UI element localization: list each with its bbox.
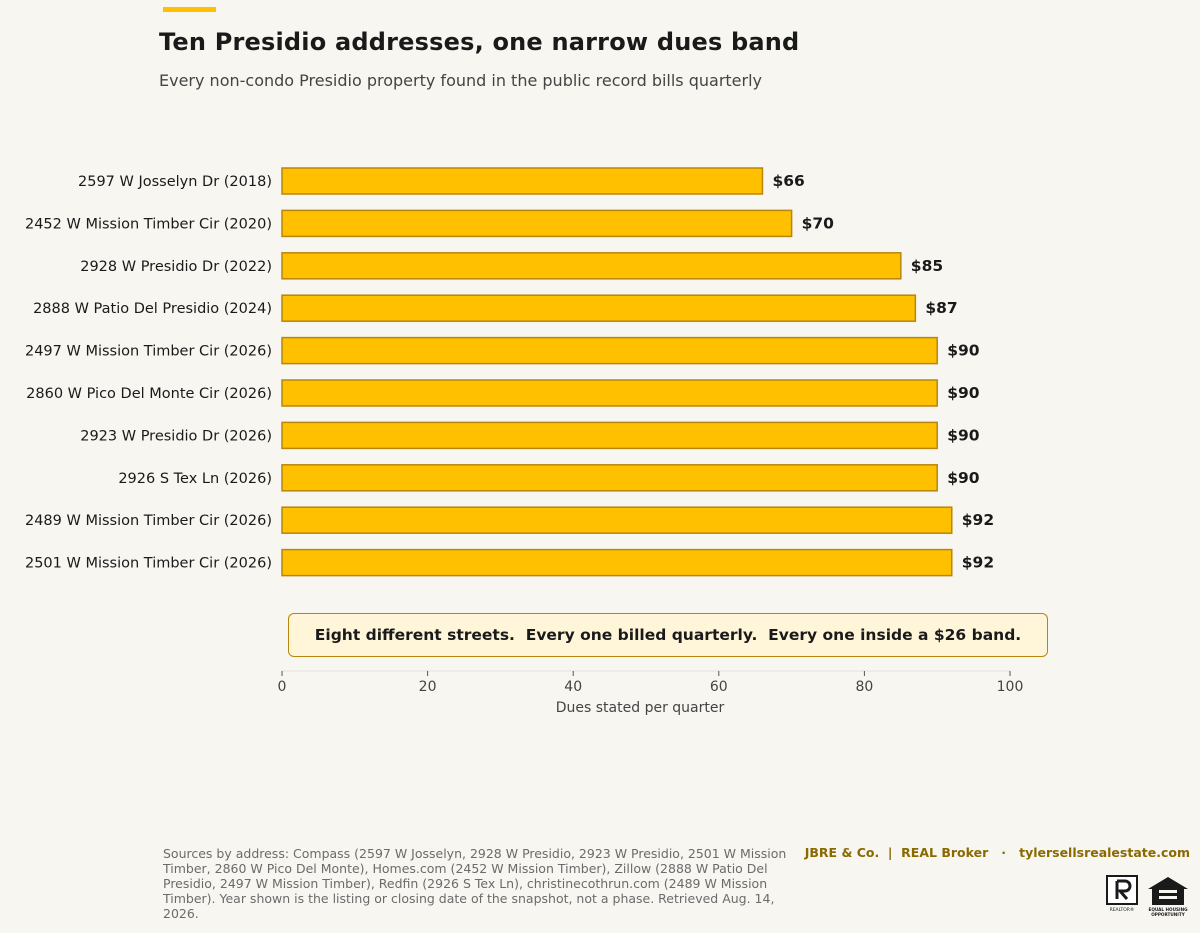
category-label: 2928 W Presidio Dr (2022) (80, 259, 272, 275)
data-label: $90 (947, 469, 980, 487)
chart-annotation: Eight different streets. Every one bille… (288, 613, 1048, 657)
x-axis-label: Dues stated per quarter (556, 700, 725, 716)
bar (281, 548, 953, 577)
logo-group: REALTOR® EQUAL HOUSING OPPORTUNITY (1106, 875, 1190, 917)
bar (281, 336, 938, 365)
category-label: 2452 W Mission Timber Cir (2020) (25, 216, 272, 232)
x-tick-label: 100 (997, 679, 1024, 695)
bar (281, 464, 938, 492)
category-label: 2489 W Mission Timber Cir (2026) (25, 513, 272, 529)
bar (281, 209, 793, 238)
realtor-r-icon: REALTOR® (1106, 875, 1138, 913)
realtor-logo-text: REALTOR® (1110, 906, 1135, 913)
x-tick-label: 0 (278, 679, 287, 695)
data-label: $92 (962, 554, 994, 572)
bar (281, 379, 938, 407)
data-label: $90 (947, 384, 980, 402)
category-label: 2597 W Josselyn Dr (2018) (78, 174, 272, 190)
category-label: 2497 W Mission Timber Cir (2026) (25, 344, 272, 360)
data-label: $87 (925, 299, 957, 317)
bar (281, 421, 938, 450)
bar (281, 294, 917, 322)
data-label: $66 (772, 172, 804, 190)
data-label: $92 (962, 511, 994, 529)
category-label: 2926 S Tex Ln (2026) (118, 471, 272, 487)
bar (281, 167, 764, 195)
sources-note: Sources by address: Compass (2597 W Joss… (163, 846, 787, 921)
accent-bar (163, 7, 216, 12)
data-label: $85 (911, 257, 943, 275)
x-tick-label: 60 (710, 679, 728, 695)
bar (281, 252, 902, 280)
category-label: 2860 W Pico Del Monte Cir (2026) (26, 386, 272, 402)
data-label: $70 (802, 214, 835, 232)
svg-text:EQUAL HOUSING: EQUAL HOUSING (1148, 907, 1188, 912)
data-label: $90 (947, 426, 980, 444)
x-tick-label: 80 (855, 679, 873, 695)
chart-title: Ten Presidio addresses, one narrow dues … (159, 28, 800, 56)
brand-line: JBRE & Co. | REAL Broker · tylersellsrea… (804, 845, 1190, 860)
equal-housing-house-icon: EQUAL HOUSING OPPORTUNITY (1148, 877, 1188, 917)
category-label: 2923 W Presidio Dr (2026) (80, 428, 272, 444)
x-tick-label: 20 (419, 679, 437, 695)
svg-text:OPPORTUNITY: OPPORTUNITY (1151, 912, 1185, 917)
data-label: $90 (947, 342, 980, 360)
bar (281, 506, 953, 534)
category-label: 2501 W Mission Timber Cir (2026) (25, 556, 272, 572)
chart-subtitle: Every non-condo Presidio property found … (159, 71, 763, 90)
x-tick-label: 40 (564, 679, 582, 695)
category-label: 2888 W Patio Del Presidio (2024) (33, 301, 272, 317)
